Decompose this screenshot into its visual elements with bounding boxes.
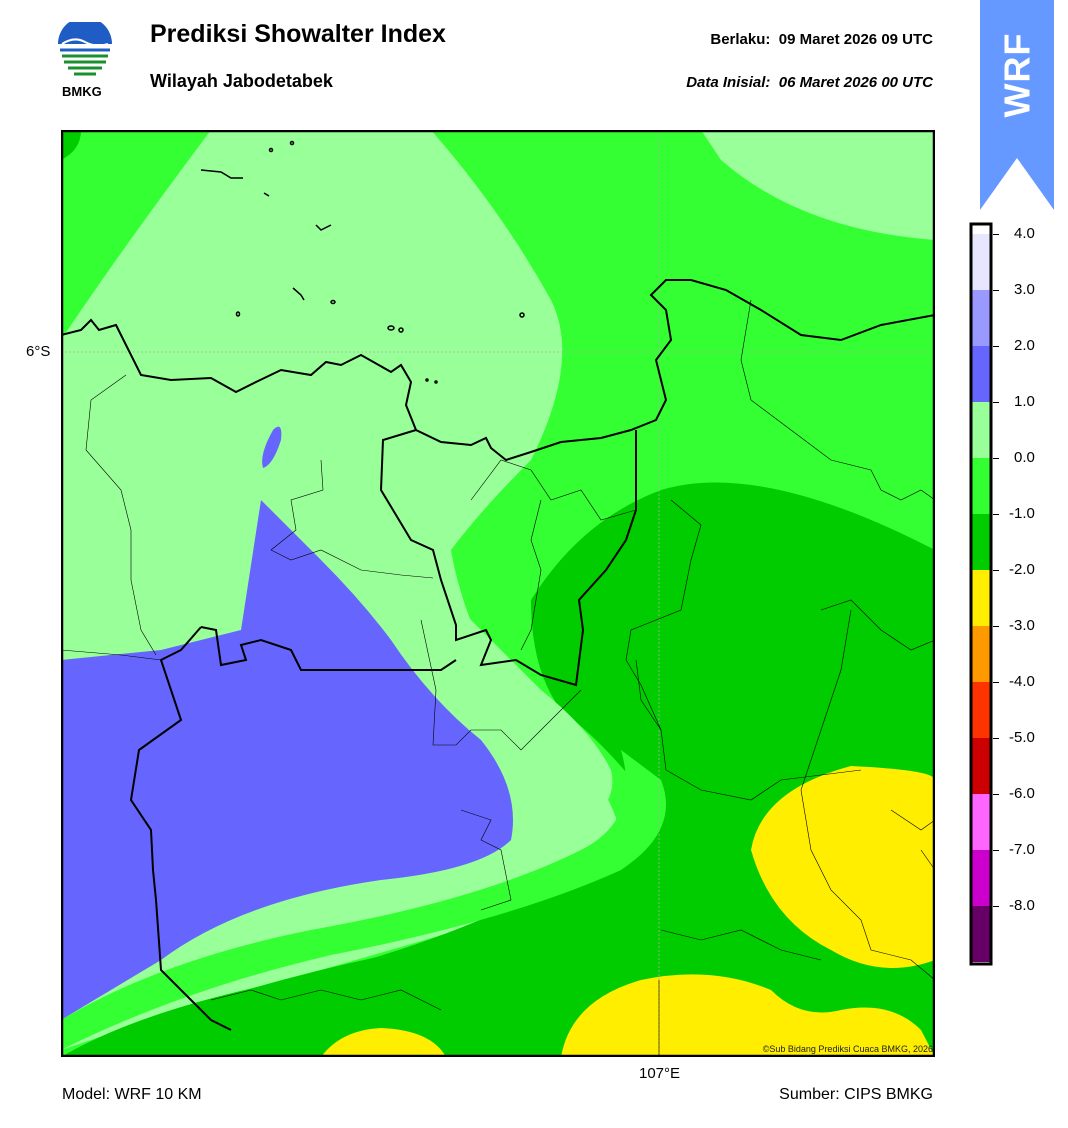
forecast-map [61, 130, 935, 1057]
colorbar-segment [972, 906, 990, 962]
colorbar-label: -1.0 [1009, 505, 1035, 522]
colorbar-label: -8.0 [1009, 897, 1035, 914]
colorbar-label: -2.0 [1009, 561, 1035, 578]
colorbar-label: 1.0 [1014, 393, 1035, 410]
colorbar-segment [972, 794, 990, 850]
region-subtitle: Wilayah Jabodetabek [150, 71, 333, 91]
bmkg-logo-icon [58, 22, 112, 76]
colorbar-tick [993, 290, 999, 291]
valid-label: Berlaku: [710, 31, 771, 48]
colorbar-segment [972, 226, 990, 234]
logo-text: BMKG [62, 84, 102, 99]
colorbar-tick [993, 682, 999, 683]
colorbar-tick [993, 402, 999, 403]
model-label: Model: WRF 10 KM [62, 1086, 202, 1103]
colorbar-segment [972, 682, 990, 738]
wrf-banner-text: WRF [996, 32, 1037, 118]
colorbar-segment [972, 234, 990, 290]
valid-time: Berlaku: 09 Maret 2026 09 UTC [710, 31, 933, 48]
colorbar-segment [972, 738, 990, 794]
source-label: Sumber: CIPS BMKG [779, 1086, 933, 1103]
colorbar-label: -7.0 [1009, 841, 1035, 858]
colorbar-tick [993, 850, 999, 851]
longitude-label: 107°E [639, 1065, 681, 1082]
colorbar-label: -4.0 [1009, 673, 1035, 690]
colorbar-tick [993, 738, 999, 739]
colorbar-tick [993, 794, 999, 795]
init-value: 06 Maret 2026 00 UTC [778, 74, 933, 91]
colorbar-segment [972, 402, 990, 458]
colorbar-tick [993, 346, 999, 347]
colorbar-segment [972, 346, 990, 402]
colorbar-tick [993, 626, 999, 627]
colorbar-label: -5.0 [1009, 729, 1035, 746]
colorbar-segment [972, 570, 990, 626]
init-label: Data Inisial: [686, 74, 771, 91]
colorbar-label: 4.0 [1014, 225, 1035, 242]
colorbar-tick [993, 570, 999, 571]
valid-value: 09 Maret 2026 09 UTC [778, 31, 933, 48]
colorbar-label: 2.0 [1014, 337, 1035, 354]
wrf-banner [980, 0, 1054, 210]
colorbar-label: -3.0 [1009, 617, 1035, 634]
colorbar-segment [972, 626, 990, 682]
init-time: Data Inisial: 06 Maret 2026 00 UTC [686, 74, 933, 91]
colorbar-segment [972, 290, 990, 346]
colorbar-label: 3.0 [1014, 281, 1035, 298]
colorbar-label: 0.0 [1014, 449, 1035, 466]
colorbar-tick [993, 906, 999, 907]
colorbar-tick [993, 514, 999, 515]
colorbar-segment [972, 514, 990, 570]
latitude-label: 6°S [26, 343, 51, 360]
page-title: Prediksi Showalter Index [150, 20, 446, 48]
colorbar [969, 222, 993, 966]
colorbar-segment [972, 458, 990, 514]
colorbar-tick [993, 234, 999, 235]
colorbar-label: -6.0 [1009, 785, 1035, 802]
colorbar-segment [972, 850, 990, 906]
copyright-text: ©Sub Bidang Prediksi Cuaca BMKG, 2026 [762, 1044, 933, 1054]
colorbar-tick [993, 458, 999, 459]
